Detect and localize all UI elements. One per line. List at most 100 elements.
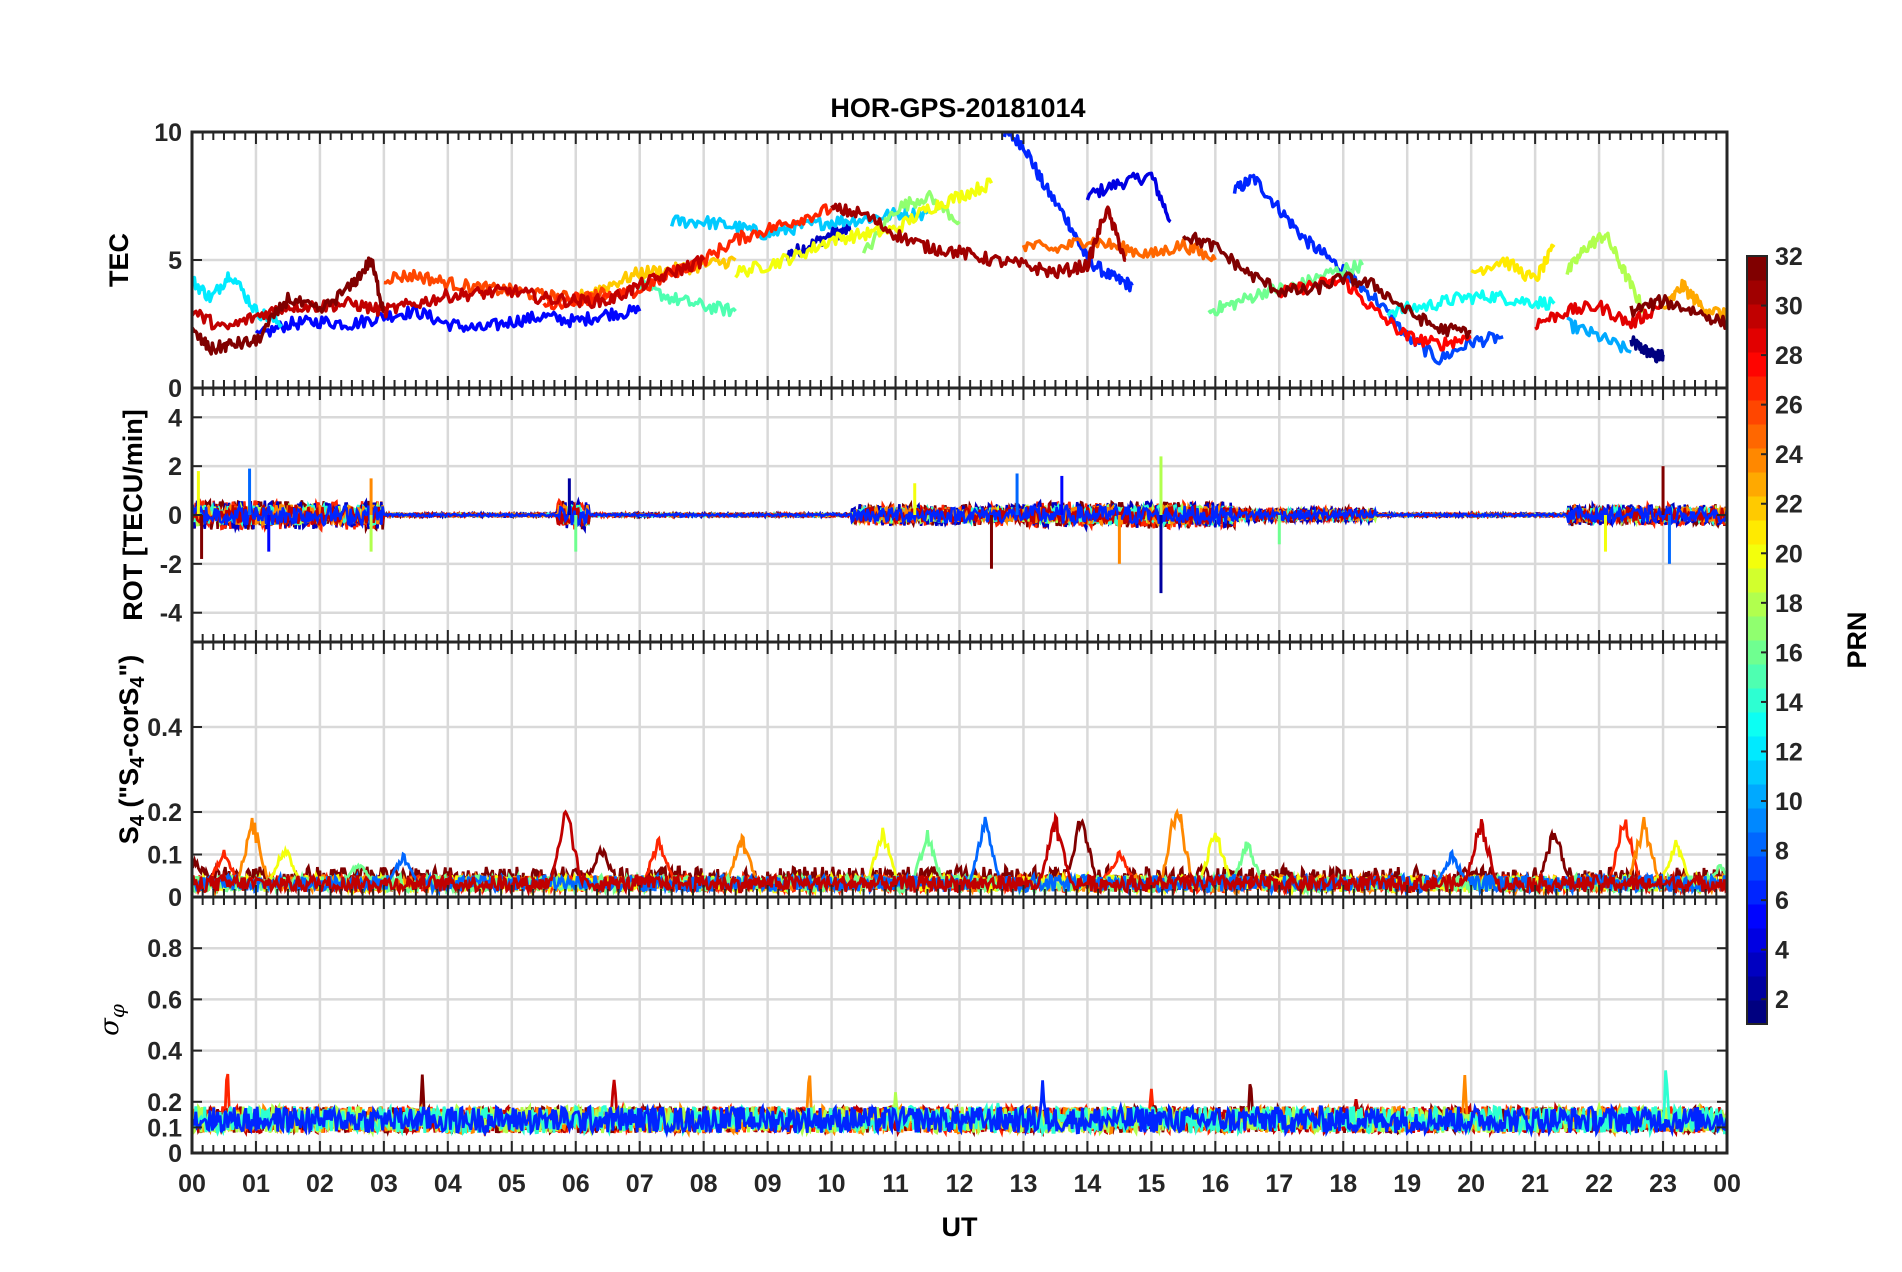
colorbar-swatch xyxy=(1747,448,1767,473)
panel-sigma_phi: 00.10.2 0.4 0.6 0.8 σφ xyxy=(95,895,1729,1168)
colorbar-swatch xyxy=(1747,424,1767,449)
x-tick-label: 11 xyxy=(882,1170,909,1198)
colorbar-tick-label: 4 xyxy=(1775,937,1789,965)
x-tick-label: 16 xyxy=(1201,1170,1229,1198)
series-line-prn-1 xyxy=(1629,335,1665,364)
y-axis-title: S4 ("S4-corS4") xyxy=(114,655,149,845)
y-axis-title: σφ xyxy=(95,1004,129,1036)
x-tick-label: 07 xyxy=(626,1170,654,1198)
series-line-prn-32 xyxy=(192,256,385,356)
panel-s4: 0 0.1 0.2 0.4S4 ("S4-corS4") xyxy=(114,640,1729,912)
y-tick-label: 10 xyxy=(154,119,182,147)
colorbar-swatch xyxy=(1747,952,1767,977)
series-line-prn-21 xyxy=(1470,243,1556,283)
colorbar-tick-label: 8 xyxy=(1775,838,1789,866)
colorbar-swatch xyxy=(1747,880,1767,905)
colorbar-tick-label: 12 xyxy=(1775,738,1803,766)
x-tick-label: 01 xyxy=(242,1170,270,1198)
y-tick-label: 0.6 xyxy=(147,986,182,1014)
panel-rot: -4 -2 0 2 4 ROT [TECU/min] xyxy=(118,386,1729,644)
y-tick-label: 0.4 xyxy=(147,1038,182,1066)
y-axis-title: TEC xyxy=(104,233,134,287)
colorbar-swatch xyxy=(1747,400,1767,425)
y-tick-label: 4 xyxy=(168,404,182,432)
series-line-prn-32 xyxy=(1182,231,1472,340)
colorbar-swatch xyxy=(1747,496,1767,521)
y-tick-label: 0.1 xyxy=(147,1114,182,1142)
series-line-prn-20 xyxy=(734,177,994,279)
y-tick-label: 0 xyxy=(168,1140,182,1168)
colorbar-tick-label: 18 xyxy=(1775,590,1803,618)
x-tick-label: 00 xyxy=(178,1170,206,1198)
colorbar-tick-label: 28 xyxy=(1775,342,1803,370)
series-line-prn-4 xyxy=(1085,171,1172,224)
x-tick-label: 23 xyxy=(1649,1170,1677,1198)
colorbar-tick-label: 10 xyxy=(1775,788,1803,816)
colorbar-frame xyxy=(1746,255,1768,1025)
y-tick-label: 0.2 xyxy=(147,1089,182,1117)
series-line-prn-32 xyxy=(1629,294,1727,330)
y-tick-label: 0.8 xyxy=(147,935,182,963)
y-tick-label: -4 xyxy=(160,600,182,628)
series-line-prn-6 xyxy=(1002,132,1134,293)
sigma_phi-trace-prn-6 xyxy=(192,1080,1727,1139)
series-line-prn-29 xyxy=(1534,299,1664,331)
colorbar-tick-label: 16 xyxy=(1775,639,1803,667)
y-tick-label: -2 xyxy=(160,551,182,579)
series-line-prn-28 xyxy=(1277,275,1472,352)
y-tick-label: 5 xyxy=(168,247,182,275)
colorbar-tick-label: 24 xyxy=(1775,441,1803,469)
colorbar-swatch xyxy=(1747,832,1767,857)
x-tick-label: 18 xyxy=(1329,1170,1357,1198)
panel-tec: 0 5 10 TEC xyxy=(104,119,1729,403)
series-line-prn-6 xyxy=(1232,173,1358,283)
colorbar-tick-label: 30 xyxy=(1775,293,1803,321)
y-tick-label: 0 xyxy=(168,502,182,530)
y-tick-label: 0 xyxy=(168,375,182,403)
series-line-prn-15 xyxy=(638,279,737,318)
x-tick-label: 03 xyxy=(370,1170,398,1198)
series-line-prn-31 xyxy=(830,202,1127,280)
x-tick-label: 14 xyxy=(1074,1170,1102,1198)
colorbar-swatch xyxy=(1747,664,1767,689)
colorbar-swatch xyxy=(1747,304,1767,329)
x-tick-label: 21 xyxy=(1521,1170,1549,1198)
colorbar-swatch xyxy=(1747,640,1767,665)
series-line-prn-10 xyxy=(1566,316,1632,354)
x-tick-label: 04 xyxy=(434,1170,462,1198)
colorbar-swatch xyxy=(1747,592,1767,617)
colorbar-swatch xyxy=(1747,688,1767,713)
y-tick-label: 0.4 xyxy=(147,714,182,742)
series-line-prn-18 xyxy=(1565,231,1646,314)
colorbar-swatch xyxy=(1747,544,1767,569)
y-tick-label: 2 xyxy=(168,453,182,481)
x-tick-label: 02 xyxy=(306,1170,334,1198)
colorbar-swatch xyxy=(1747,736,1767,761)
x-tick-label: 13 xyxy=(1010,1170,1038,1198)
figure-title: HOR-GPS-20181014 xyxy=(830,93,1085,123)
colorbar-swatch xyxy=(1747,784,1767,809)
series-line-prn-16 xyxy=(1207,259,1364,317)
colorbar-swatch xyxy=(1747,856,1767,881)
y-tick-label: 0 xyxy=(168,884,182,912)
colorbar-swatch xyxy=(1747,928,1767,953)
colorbar-swatch xyxy=(1747,280,1767,305)
x-tick-label: 09 xyxy=(754,1170,782,1198)
y-tick-label: 0.2 xyxy=(147,799,182,827)
colorbar-tick-label: 14 xyxy=(1775,689,1803,717)
colorbar-swatch xyxy=(1747,472,1767,497)
colorbar-tick-label: 20 xyxy=(1775,540,1803,568)
x-tick-label: 12 xyxy=(946,1170,974,1198)
x-axis: 00 01 02 03 04 05 06 07 08 09 10 11 12 13 14 15 16 17 18 19… xyxy=(178,1170,1741,1242)
colorbar-tick-label: 26 xyxy=(1775,392,1803,420)
series-line-prn-13 xyxy=(1386,289,1556,318)
colorbar-label: PRN xyxy=(1842,611,1872,668)
colorbar-tick-label: 22 xyxy=(1775,491,1803,519)
x-tick-label: 06 xyxy=(562,1170,590,1198)
series-line-prn-5 xyxy=(254,304,642,338)
colorbar-tick-label: 6 xyxy=(1775,887,1789,915)
colorbar-swatch xyxy=(1747,328,1767,353)
colorbar-swatch xyxy=(1747,904,1767,929)
